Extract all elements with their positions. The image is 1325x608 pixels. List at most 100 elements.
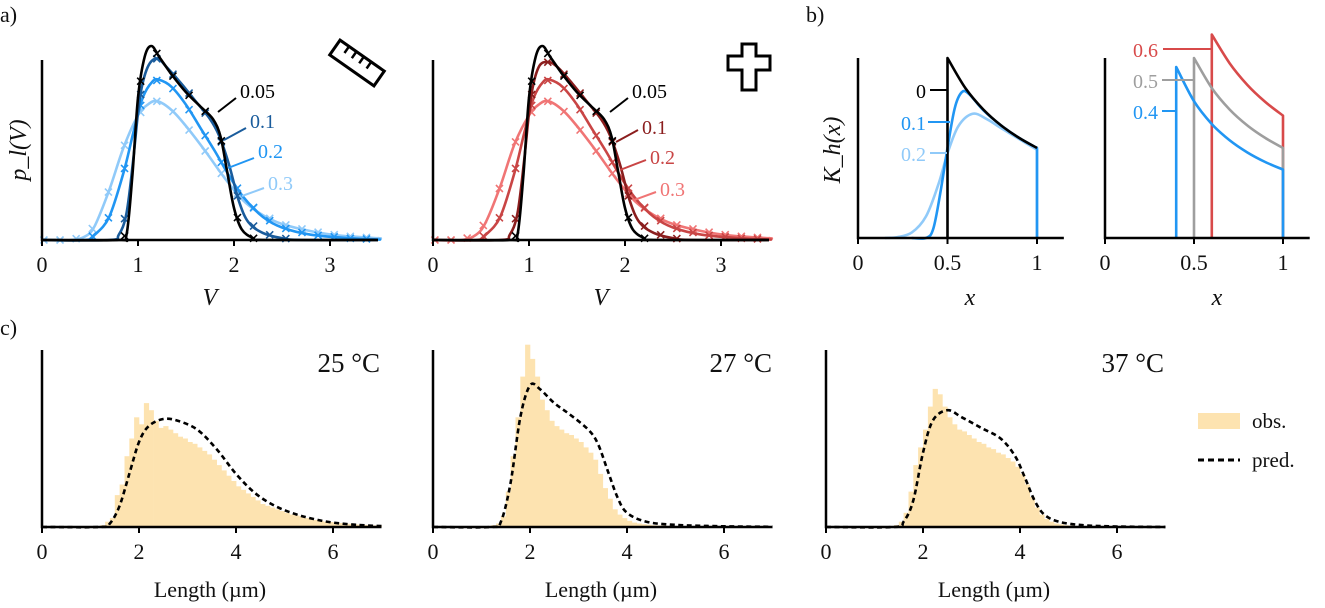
data-marker-x (511, 231, 520, 241)
data-marker-x (168, 84, 178, 93)
data-marker-x (624, 191, 633, 200)
histogram-bar (299, 516, 305, 527)
histogram-bar (270, 507, 276, 527)
histogram-bar (961, 431, 967, 527)
histogram-bar (308, 519, 314, 527)
histogram-bar (1058, 524, 1064, 527)
panel-label-b: b) (806, 2, 824, 27)
series-line-0.4 (1174, 65, 1285, 239)
histogram-bar (593, 459, 599, 527)
data-marker-x (120, 141, 129, 150)
data-marker-x (88, 231, 97, 241)
a-right-label-03: 0.3 (660, 179, 685, 201)
prediction-curve (432, 382, 773, 529)
histogram-bar (337, 523, 344, 527)
data-marker-x (688, 228, 698, 237)
series-line-0 (946, 56, 1038, 239)
data-marker-x (576, 89, 585, 98)
histogram-bar (202, 450, 208, 527)
x-tick-label: 0 (821, 539, 832, 564)
histogram-bar (990, 449, 997, 527)
histogram-bar (158, 427, 164, 527)
b-left-label-02: 0.2 (901, 144, 926, 166)
prediction-curve (41, 417, 382, 529)
x-tick-label: 4 (231, 539, 242, 564)
x-tick-label: 1 (1032, 250, 1043, 275)
histogram-bar (173, 433, 179, 527)
histogram-bar (289, 514, 295, 527)
histogram-bar (1010, 461, 1016, 527)
series-line-0.1 (432, 60, 770, 242)
b-right-xlabel: x (1211, 285, 1223, 311)
histogram-bar (597, 473, 604, 527)
data-marker-x (152, 76, 161, 85)
histogram-bar (903, 512, 909, 527)
c-37-xlabel: Length (µm) (938, 577, 1050, 602)
histogram-bar (554, 426, 560, 527)
a-right-label-01: 0.1 (642, 117, 667, 139)
data-marker-x (265, 230, 274, 239)
histogram-bar (250, 496, 256, 527)
data-marker-x (608, 136, 617, 145)
histogram-bar (245, 493, 251, 527)
legend: obs. pred. (1198, 409, 1295, 472)
x-tick-label: 0 (428, 539, 439, 564)
data-marker-x (495, 184, 504, 193)
histogram-bar (549, 420, 555, 527)
histogram-bar (303, 518, 310, 527)
histogram-bar (342, 523, 348, 527)
histogram-bar (927, 406, 934, 527)
curves-layer (39, 33, 1285, 529)
data-marker-x (672, 224, 681, 233)
histogram-bar (636, 523, 642, 527)
data-marker-x (479, 231, 488, 241)
data-marker-x (249, 221, 258, 231)
a-left-xlabel: V (203, 285, 220, 311)
x-tick-label: 0 (1100, 250, 1111, 275)
x-tick-label: 0.5 (1180, 250, 1208, 275)
histogram-bar (347, 523, 353, 527)
data-marker-x (576, 126, 585, 135)
histogram-bar (119, 484, 125, 527)
histogram-bar (971, 438, 977, 527)
histogram-bar (510, 456, 516, 527)
data-marker-x (656, 216, 665, 225)
data-marker-x (249, 203, 258, 212)
histogram-bar (1049, 521, 1055, 527)
histogram-bar (226, 475, 232, 527)
histogram-bar (918, 447, 924, 528)
histogram-bar (617, 514, 623, 527)
histogram-bar (1029, 496, 1035, 527)
data-marker-x (168, 72, 178, 81)
histogram-bar (323, 521, 329, 527)
data-marker-x (120, 214, 129, 223)
data-marker-x (705, 231, 714, 240)
data-marker-x (233, 191, 242, 200)
b-right-curve-labels: 0.6 0.5 0.4 (1133, 40, 1212, 124)
a-right-xlabel: V (594, 285, 611, 311)
data-marker-x (120, 231, 129, 241)
histogram-bar (153, 420, 159, 527)
x-tick-label: 2 (918, 539, 929, 564)
histogram-bar (530, 358, 536, 528)
x-tick-label: 6 (719, 539, 730, 564)
histogram-bar (525, 344, 531, 527)
histogram-bar (976, 442, 982, 527)
temp-25-label: 25 °C (317, 348, 380, 378)
histogram-bar (328, 522, 334, 527)
x-tick-label: 2 (134, 539, 145, 564)
x-tick-label: 2 (525, 539, 536, 564)
ruler-icon (327, 38, 387, 88)
histogram-bar (129, 438, 135, 527)
histogram-bar (177, 436, 183, 527)
data-marker-x (592, 146, 601, 156)
histogram-bar (284, 512, 290, 527)
temp-37-label: 37 °C (1101, 348, 1164, 378)
data-marker-x (559, 72, 569, 81)
data-marker-x (495, 213, 504, 222)
histogram-bar (265, 505, 271, 527)
histogram-bar (952, 424, 958, 527)
histogram-bar (496, 523, 502, 527)
histogram-bar (627, 520, 633, 527)
histogram-bar (986, 447, 992, 528)
